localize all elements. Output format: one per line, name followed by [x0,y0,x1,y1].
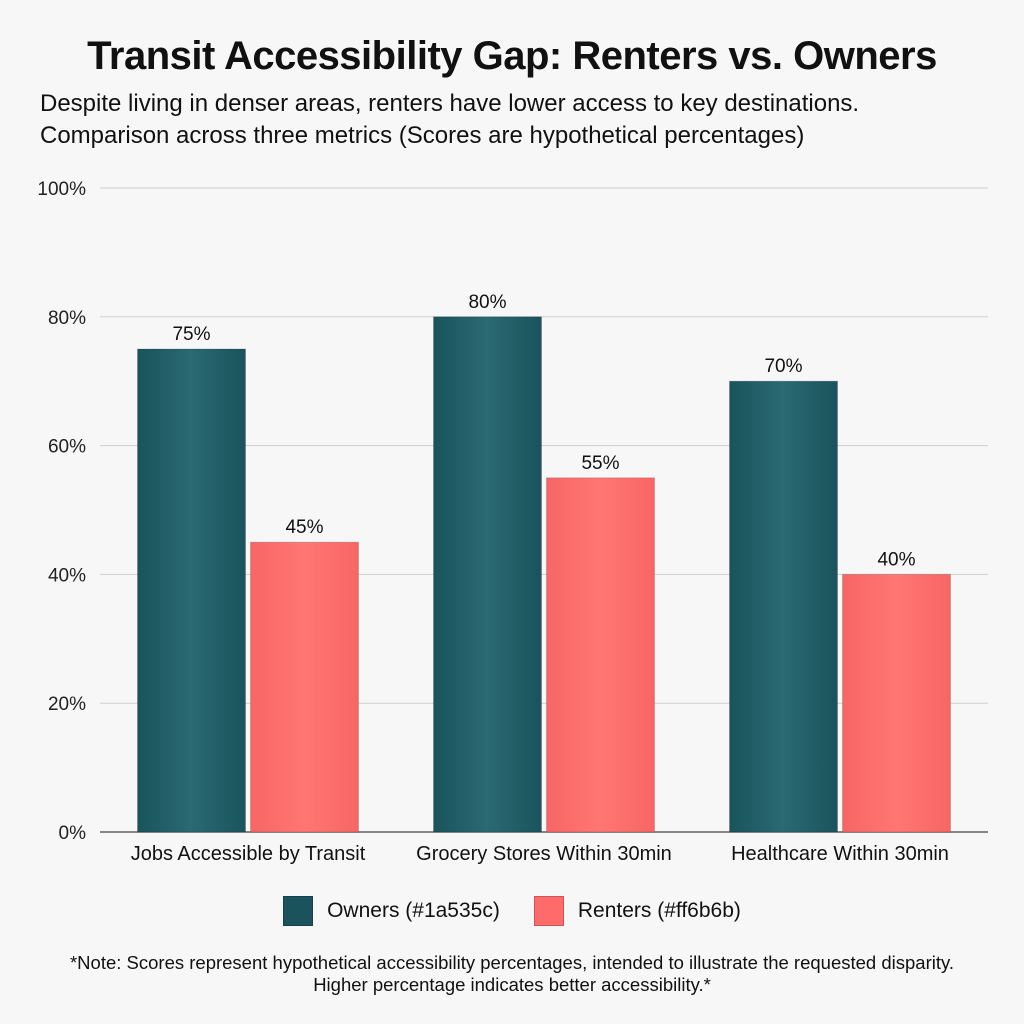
bar-owners [137,348,246,833]
legend: Owners (#1a535c) Renters (#ff6b6b) [0,896,1024,926]
y-tick-label: 20% [48,694,86,715]
bar-owners [729,380,838,833]
y-tick-label: 40% [48,565,86,586]
legend-swatch-owners [283,896,314,926]
legend-label-renters: Renters (#ff6b6b) [577,899,741,922]
x-tick-label: Jobs Accessible by Transit [131,843,366,865]
chart-subtitle-line-1: Despite living in denser areas, renters … [40,90,860,117]
y-tick-label: 80% [48,308,86,329]
legend-item-owners: Owners (#1a535c) [283,896,500,926]
bar-renters [250,541,359,833]
x-tick-label: Healthcare Within 30min [731,843,949,865]
bar-renters [842,573,951,833]
legend-swatch-renters [533,896,564,926]
data-label: 75% [172,324,210,345]
legend-item-renters: Renters (#ff6b6b) [533,896,741,926]
y-tick-label: 0% [59,823,87,844]
data-label: 70% [764,356,802,377]
footnote: *Note: Scores represent hypothetical acc… [69,952,955,995]
bar-owners [433,316,542,833]
y-tick-label: 60% [48,437,86,458]
data-label: 80% [468,292,506,313]
x-tick-label: Grocery Stores Within 30min [416,843,672,865]
data-label: 55% [581,453,619,474]
legend-label-owners: Owners (#1a535c) [327,899,500,922]
y-tick-label: 100% [37,179,86,200]
bar-renters [546,477,655,833]
data-label: 40% [877,549,915,570]
chart-subtitle-line-2: Comparison across three metrics (Scores … [40,122,805,149]
chart-title: Transit Accessibility Gap: Renters vs. O… [87,34,937,78]
data-label: 45% [285,517,323,538]
